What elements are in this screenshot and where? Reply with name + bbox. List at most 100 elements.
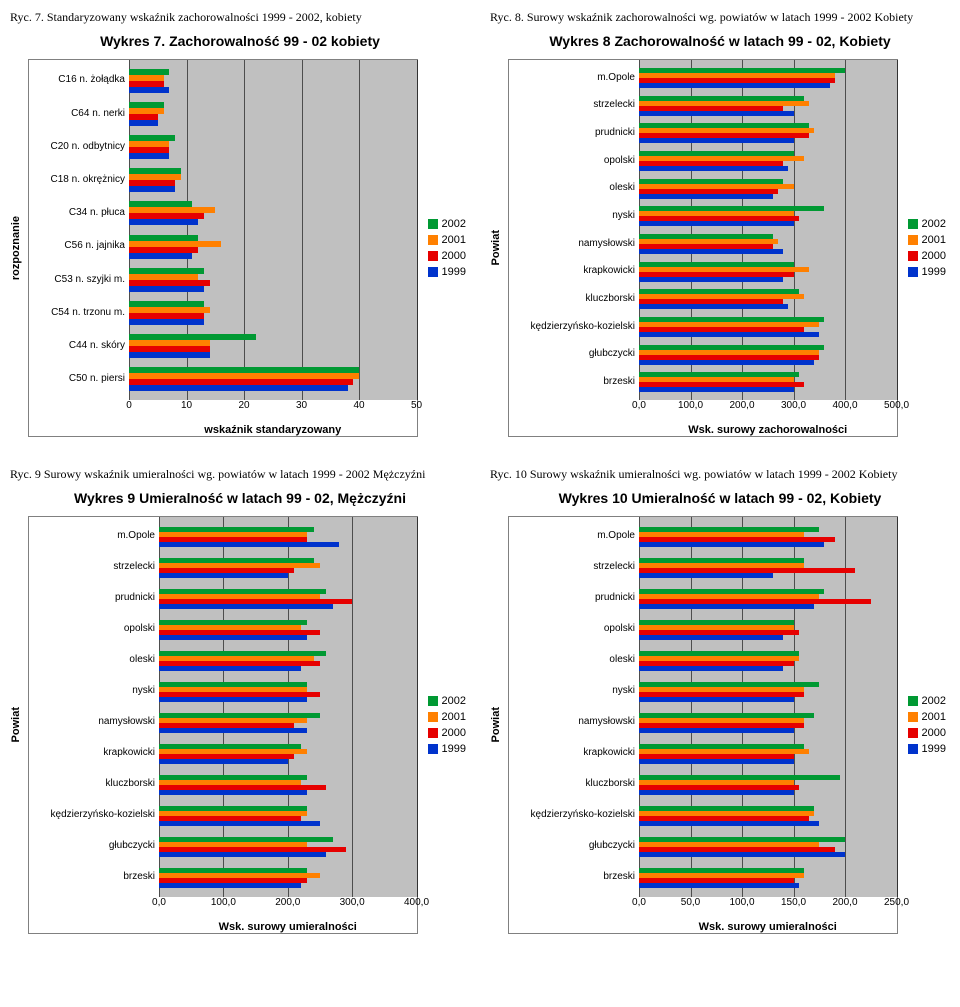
category-label: namysłowski [509,239,639,250]
bar [639,249,783,254]
legend-label: 2000 [442,727,466,739]
bar [129,319,204,325]
category-label: opolski [509,624,639,635]
bar [639,277,783,282]
chart-row: m.Opole [639,64,897,92]
legend-label: 2001 [922,711,946,723]
category-label: nyski [509,211,639,222]
legend-label: 2002 [922,695,946,707]
chart-row: C34 n. płuca [129,197,417,230]
x-tick: 10 [181,400,192,411]
chart-row: m.Opole [159,521,417,552]
category-label: m.Opole [29,531,159,542]
bar [639,387,794,392]
chart-row: krapkowicki [639,738,897,769]
bar [639,604,814,609]
x-tick: 200,0 [275,897,300,908]
chart-row: kędzierzyńsko-kozielski [639,800,897,831]
x-tick: 400,0 [404,897,429,908]
chart-row: krapkowicki [639,258,897,286]
legend-label: 2000 [922,727,946,739]
chart-row: kędzierzyńsko-kozielski [159,800,417,831]
category-label: prudnicki [29,593,159,604]
chart-9-ylabel: Powiat [10,707,22,742]
chart-row: prudnicki [639,119,897,147]
x-tick: 200,0 [832,897,857,908]
legend-item: 2001 [428,234,466,246]
bar [639,852,845,857]
legend-label: 2001 [922,234,946,246]
chart-7: Ryc. 7. Standaryzowany wskaźnik zachorow… [10,10,470,437]
x-tick: 0 [126,400,132,411]
legend-label: 2001 [442,234,466,246]
x-tick: 300,0 [781,400,806,411]
chart-10-legend: 2002 2001 2000 1999 [904,691,950,759]
category-label: C54 n. trzonu m. [29,308,129,319]
category-label: głubczycki [29,841,159,852]
chart-row: głubczycki [639,831,897,862]
category-label: C34 n. płuca [29,208,129,219]
legend-swatch [908,744,918,754]
chart-row: kluczborski [639,769,897,800]
bar [639,883,799,888]
category-label: opolski [509,156,639,167]
chart-8-legend: 2002200120001999 [904,214,950,282]
bar [639,111,794,116]
bar [129,219,198,225]
legend-swatch [428,219,438,229]
x-tick: 100,0 [211,897,236,908]
bar [639,138,794,143]
x-label: Wsk. surowy zachorowalności [639,424,897,436]
legend-label: 2001 [442,711,466,723]
category-label: kędzierzyńsko-kozielski [509,322,639,333]
category-label: C16 n. żołądka [29,75,129,86]
chart-row: kluczborski [159,769,417,800]
category-label: głubczycki [509,841,639,852]
chart-row: C16 n. żołądka [129,64,417,97]
category-label: C18 n. okrężnicy [29,175,129,186]
x-tick: 150,0 [781,897,806,908]
x-tick: 40 [353,400,364,411]
chart-9: Ryc. 9 Surowy wskaźnik umieralności wg. … [10,467,470,934]
legend-swatch [908,219,918,229]
category-label: nyski [509,686,639,697]
bar [639,332,819,337]
chart-9-caption: Ryc. 9 Surowy wskaźnik umieralności wg. … [10,467,470,482]
category-label: krapkowicki [29,748,159,759]
bar [639,635,783,640]
legend-label: 1999 [442,743,466,755]
legend-label: 1999 [442,266,466,278]
legend-label: 1999 [922,266,946,278]
category-label: kędzierzyńsko-kozielski [29,810,159,821]
chart-8-title: Wykres 8 Zachorowalność w latach 99 - 02… [490,33,950,49]
x-tick: 100,0 [678,400,703,411]
chart-row: głubczycki [639,341,897,369]
bar [129,186,175,192]
bar [639,542,824,547]
chart-row: C64 n. nerki [129,97,417,130]
legend-item: 2002 [428,695,466,707]
x-tick: 50,0 [681,897,700,908]
category-label: oleski [509,655,639,666]
chart-7-title: Wykres 7. Zachorowalność 99 - 02 kobiety [10,33,470,49]
legend-item: 1999 [908,743,946,755]
bar [639,166,788,171]
legend-swatch [428,235,438,245]
x-tick: 500,0 [884,400,909,411]
chart-row: C18 n. okrężnicy [129,164,417,197]
legend-item: 2001 [908,711,946,723]
chart-9-legend: 2002 2001 2000 1999 [424,691,470,759]
x-tick: 300,0 [340,897,365,908]
bar [639,304,788,309]
bar [159,542,339,547]
chart-row: C44 n. skóry [129,330,417,363]
category-label: kędzierzyńsko-kozielski [509,810,639,821]
x-tick: 0,0 [152,897,166,908]
chart-row: nyski [159,676,417,707]
legend-swatch [908,712,918,722]
chart-row: kędzierzyńsko-kozielski [639,313,897,341]
chart-8-box: m.Opolestrzeleckiprudnickiopolskioleskin… [508,59,898,437]
category-label: C20 n. odbytnicy [29,142,129,153]
bar [129,153,169,159]
bar [639,821,819,826]
